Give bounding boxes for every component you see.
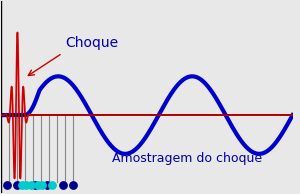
Text: Amostragem do choque: Amostragem do choque [112, 152, 262, 165]
Point [24, 183, 28, 186]
Point [20, 183, 24, 186]
Point [70, 183, 75, 186]
Point [60, 183, 65, 186]
Point [15, 183, 20, 186]
Point [5, 183, 10, 186]
Point [28, 183, 33, 186]
Point [40, 183, 45, 186]
Point [32, 183, 37, 186]
Point [35, 183, 40, 186]
Text: Choque: Choque [65, 36, 119, 50]
Point [50, 183, 55, 186]
Point [44, 183, 49, 186]
